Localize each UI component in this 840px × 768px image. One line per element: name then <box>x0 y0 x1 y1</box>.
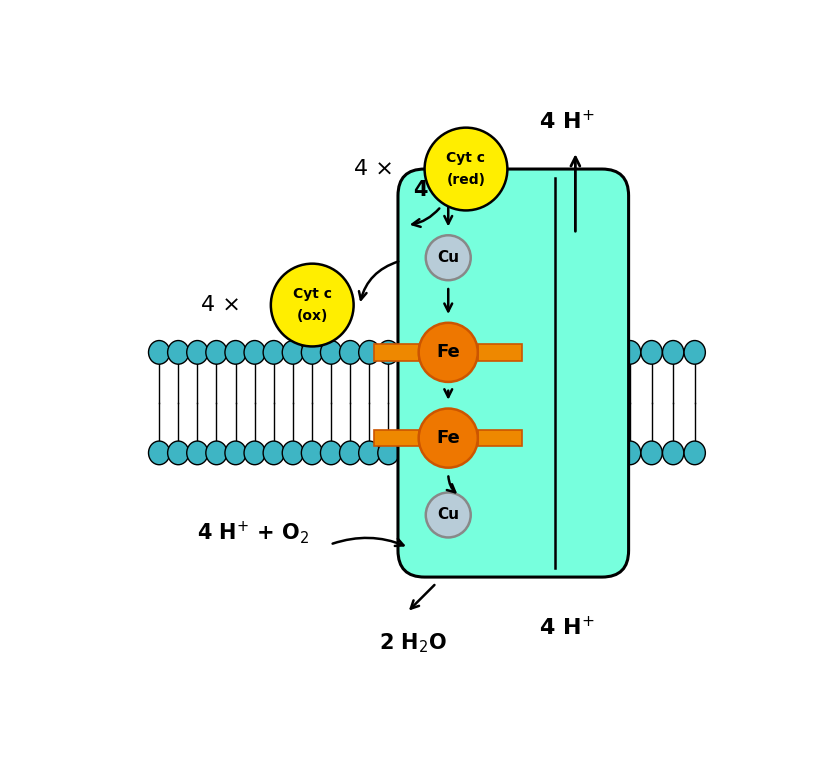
Ellipse shape <box>663 340 684 364</box>
Text: Cu: Cu <box>438 508 459 522</box>
Ellipse shape <box>576 441 597 465</box>
Ellipse shape <box>263 340 285 364</box>
Ellipse shape <box>576 340 597 364</box>
Ellipse shape <box>378 340 399 364</box>
Text: 4 ×: 4 × <box>201 295 240 315</box>
Ellipse shape <box>244 340 265 364</box>
Bar <box>375 344 418 361</box>
Ellipse shape <box>321 441 342 465</box>
Text: Cu: Cu <box>438 250 459 265</box>
Ellipse shape <box>206 340 227 364</box>
Bar <box>478 344 522 361</box>
Ellipse shape <box>149 441 170 465</box>
Text: Cyt c: Cyt c <box>447 151 486 165</box>
Ellipse shape <box>225 441 246 465</box>
Circle shape <box>418 323 478 382</box>
Circle shape <box>424 127 507 210</box>
Bar <box>375 430 418 446</box>
Text: 4 ×: 4 × <box>354 159 394 179</box>
Ellipse shape <box>149 340 170 364</box>
Text: 4 H$^{+}$: 4 H$^{+}$ <box>538 110 594 134</box>
Circle shape <box>270 263 354 346</box>
Ellipse shape <box>321 340 342 364</box>
Ellipse shape <box>302 340 323 364</box>
Ellipse shape <box>168 340 189 364</box>
Ellipse shape <box>302 441 323 465</box>
Ellipse shape <box>359 441 380 465</box>
Text: Cyt c: Cyt c <box>292 287 332 301</box>
Text: 4 H$^{+}$ + O$_{2}$: 4 H$^{+}$ + O$_{2}$ <box>197 519 309 546</box>
Ellipse shape <box>641 340 662 364</box>
Ellipse shape <box>225 340 246 364</box>
Ellipse shape <box>598 441 619 465</box>
Text: Fe: Fe <box>436 429 460 447</box>
Ellipse shape <box>186 340 208 364</box>
Text: (ox): (ox) <box>297 309 328 323</box>
Ellipse shape <box>663 441 684 465</box>
Text: 2 H$_{2}$O: 2 H$_{2}$O <box>379 631 447 655</box>
Ellipse shape <box>684 441 706 465</box>
Ellipse shape <box>263 441 285 465</box>
Ellipse shape <box>619 441 641 465</box>
Ellipse shape <box>282 441 303 465</box>
FancyBboxPatch shape <box>398 169 628 577</box>
Bar <box>478 430 522 446</box>
Circle shape <box>418 409 478 468</box>
Ellipse shape <box>359 340 380 364</box>
Circle shape <box>426 235 470 280</box>
Ellipse shape <box>244 441 265 465</box>
Ellipse shape <box>598 340 619 364</box>
Ellipse shape <box>339 441 361 465</box>
Text: (red): (red) <box>447 173 486 187</box>
Ellipse shape <box>282 340 303 364</box>
Ellipse shape <box>168 441 189 465</box>
Text: 4 e$^{-}$: 4 e$^{-}$ <box>412 180 462 200</box>
Circle shape <box>426 492 470 538</box>
Text: Fe: Fe <box>436 343 460 362</box>
Ellipse shape <box>206 441 227 465</box>
Ellipse shape <box>554 340 576 364</box>
Ellipse shape <box>554 441 576 465</box>
Ellipse shape <box>339 340 361 364</box>
Ellipse shape <box>619 340 641 364</box>
Ellipse shape <box>186 441 208 465</box>
Text: 4 H$^{+}$: 4 H$^{+}$ <box>538 616 594 639</box>
Ellipse shape <box>641 441 662 465</box>
Ellipse shape <box>378 441 399 465</box>
Ellipse shape <box>684 340 706 364</box>
